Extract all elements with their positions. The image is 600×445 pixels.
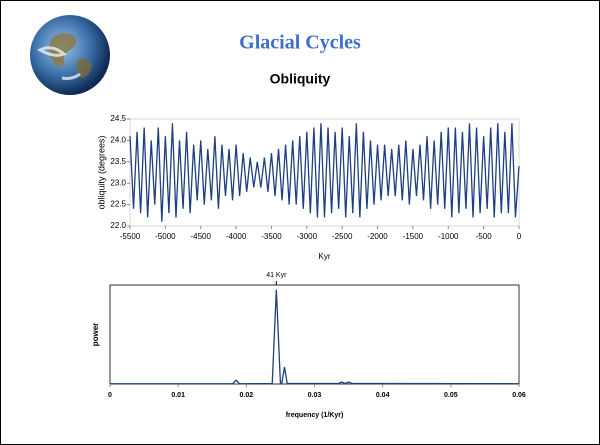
x-tick-label: 0.04 bbox=[376, 392, 390, 399]
x-tick-label: -4500 bbox=[190, 232, 211, 241]
x-tick-label: 0 bbox=[108, 392, 112, 399]
x-axis-label: frequency (1/Kyr) bbox=[286, 412, 344, 419]
y-tick-label: 23.5 bbox=[110, 157, 126, 166]
x-tick-label: -2500 bbox=[332, 232, 353, 241]
y-tick-label: 22.5 bbox=[110, 200, 126, 209]
x-tick-label: -3000 bbox=[297, 232, 318, 241]
x-tick-label: 0 bbox=[517, 232, 522, 241]
x-tick-label: -3500 bbox=[261, 232, 282, 241]
x-tick-label: 0.02 bbox=[240, 392, 254, 399]
x-tick-label: -500 bbox=[476, 232, 493, 241]
x-tick-label: 0.03 bbox=[308, 392, 322, 399]
x-tick-label: -1500 bbox=[403, 232, 424, 241]
slide-subtitle: Obliquity bbox=[270, 71, 331, 87]
y-tick-label: 24.0 bbox=[110, 136, 126, 145]
y-tick-label: 24.5 bbox=[110, 114, 126, 123]
x-tick-label: -2000 bbox=[367, 232, 388, 241]
y-axis-label: obliquity (degrees) bbox=[96, 135, 106, 209]
x-tick-label: 0.05 bbox=[444, 392, 458, 399]
x-tick-label: 0.06 bbox=[512, 392, 526, 399]
x-axis-label: Kyr bbox=[319, 252, 331, 261]
globe-image bbox=[30, 15, 110, 95]
data-line bbox=[110, 289, 520, 385]
x-tick-label: -5000 bbox=[155, 232, 176, 241]
y-tick-label: 22.0 bbox=[110, 221, 126, 230]
data-line bbox=[129, 123, 520, 222]
slide-title: Glacial Cycles bbox=[239, 32, 361, 54]
y-tick-label: 23.0 bbox=[110, 178, 126, 187]
x-tick-label: -4000 bbox=[226, 232, 247, 241]
y-axis-label: power bbox=[91, 323, 100, 347]
x-tick-label: 0.01 bbox=[171, 392, 185, 399]
x-tick-label: -5500 bbox=[120, 232, 141, 241]
annotation: 41 Kyr bbox=[266, 272, 287, 279]
x-tick-label: -1000 bbox=[438, 232, 459, 241]
